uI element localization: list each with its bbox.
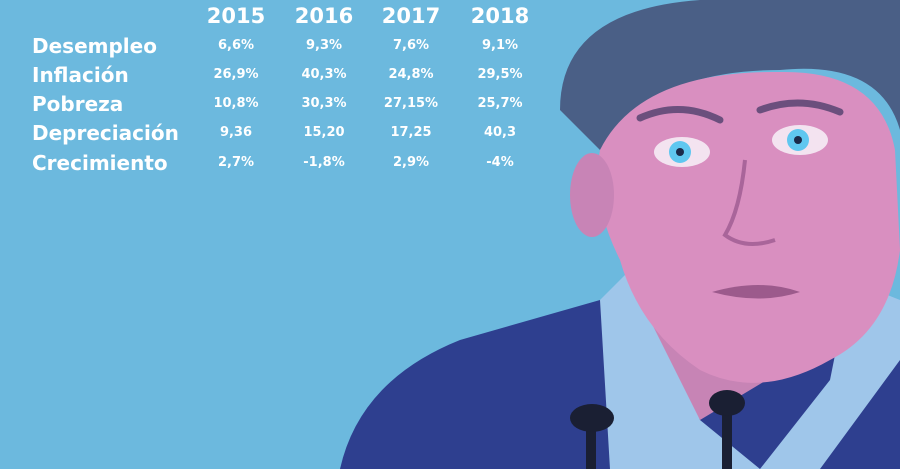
table-cell: 29,5% — [477, 67, 523, 82]
microphone-stand-left — [586, 420, 596, 469]
hair-shape — [560, 0, 900, 150]
table-cell: 2,7% — [217, 155, 255, 170]
table-cell: 2,9% — [392, 155, 430, 170]
table-cell: -1,8% — [303, 155, 345, 170]
table-cell: 30,3% — [301, 96, 347, 111]
mouth-shape — [712, 285, 800, 299]
microphone-right — [709, 390, 745, 416]
table-cell: 26,9% — [213, 67, 259, 82]
table-cell: 40,3 — [483, 125, 517, 140]
pupil-right — [794, 136, 802, 144]
microphone-stand-right — [722, 410, 732, 469]
row-label-inflacion: Inflación — [32, 63, 129, 87]
table-cell: 7,6% — [392, 38, 430, 53]
economic-stats-table: 2015 2016 2017 2018 Desempleo 6,6% 9,3% … — [0, 0, 560, 200]
year-header: 2017 — [381, 4, 441, 28]
eyebrow-right — [756, 99, 844, 116]
year-header: 2016 — [294, 4, 354, 28]
nose-shape — [722, 159, 776, 246]
row-label-pobreza: Pobreza — [32, 92, 124, 116]
row-label-desempleo: Desempleo — [32, 34, 157, 58]
shirt-collar — [600, 260, 760, 469]
table-cell: 15,20 — [303, 125, 345, 140]
table-cell: 10,8% — [213, 96, 259, 111]
eyebrow-left — [636, 106, 724, 124]
ear-shape — [570, 153, 614, 237]
table-cell: 9,36 — [219, 125, 253, 140]
table-cell: -4% — [486, 155, 514, 170]
table-cell: 17,25 — [390, 125, 432, 140]
table-cell: 27,15% — [383, 96, 439, 111]
year-header: 2018 — [470, 4, 530, 28]
table-cell: 9,3% — [305, 38, 343, 53]
table-cell: 40,3% — [301, 67, 347, 82]
year-header: 2015 — [206, 4, 266, 28]
table-cell: 6,6% — [217, 38, 255, 53]
row-label-crecimiento: Crecimiento — [32, 151, 168, 175]
table-cell: 25,7% — [477, 96, 523, 111]
pupil-left — [676, 148, 684, 156]
microphone-left — [570, 404, 614, 432]
table-cell: 24,8% — [388, 67, 434, 82]
row-label-depreciacion: Depreciación — [32, 121, 179, 145]
table-cell: 9,1% — [481, 38, 519, 53]
